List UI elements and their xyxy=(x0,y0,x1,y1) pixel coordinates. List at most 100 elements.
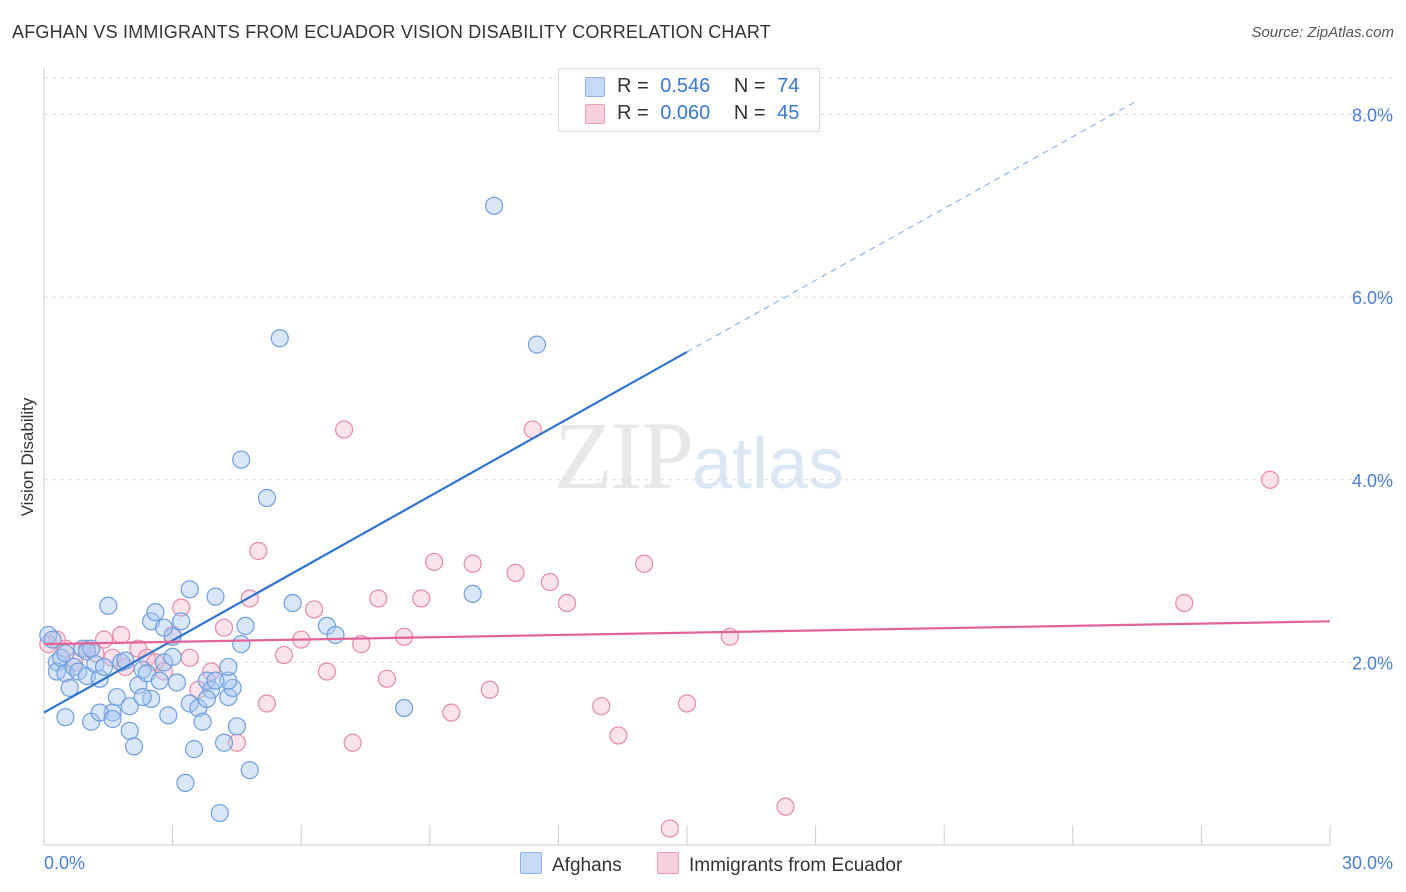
afghans-trend-line xyxy=(43,350,688,714)
afghan-point xyxy=(124,737,144,756)
afghan-point xyxy=(214,733,234,752)
ecuador-point xyxy=(412,589,431,608)
afghan-point xyxy=(394,698,414,718)
ecuador-point xyxy=(317,662,337,681)
x-tick-label: 30.0% xyxy=(1342,853,1393,873)
ecuador-point xyxy=(442,703,461,722)
afghans-swatch xyxy=(520,852,542,874)
ecuador-point xyxy=(240,589,259,608)
ecuador-point xyxy=(506,563,525,582)
afghans-trend-extension xyxy=(686,100,1138,353)
ecuador-point xyxy=(609,726,628,745)
watermark: ZIPatlas xyxy=(554,400,844,511)
ecuador-point xyxy=(557,593,577,613)
afghan-point xyxy=(227,717,246,736)
tick-labels: 2.0% 4.0% 6.0% 8.0% 0.0% 30.0% xyxy=(44,106,1393,873)
ecuador-point xyxy=(112,625,131,645)
afghan-point xyxy=(163,647,182,667)
ecuador-point xyxy=(660,819,679,838)
afghan-point xyxy=(236,616,255,635)
afghan-point xyxy=(159,706,178,725)
afghan-point xyxy=(270,329,289,348)
ecuador-point xyxy=(304,600,324,619)
legend-n-value-ecuador: 45 xyxy=(777,102,800,124)
afghan-point xyxy=(176,773,195,793)
y-tick-label: 4.0% xyxy=(1352,471,1393,491)
ecuador-point xyxy=(463,554,482,573)
ecuador-point xyxy=(214,618,234,637)
legend-swatch-ecuador xyxy=(585,104,605,124)
afghan-point xyxy=(232,635,251,654)
afghan-point xyxy=(167,673,186,692)
watermark-zip: ZIP xyxy=(554,402,694,509)
ecuador-point xyxy=(257,694,277,713)
y-tick-label: 8.0% xyxy=(1352,106,1393,126)
ecuador-point xyxy=(776,797,795,816)
afghan-point xyxy=(193,712,212,731)
afghan-point xyxy=(150,671,169,690)
legend-swatch-afghans xyxy=(585,77,605,97)
afghan-point xyxy=(56,708,75,727)
ecuador-point xyxy=(352,635,371,654)
afghan-point xyxy=(210,803,229,823)
ecuador-point xyxy=(202,662,221,681)
series-ecuador-points xyxy=(39,420,1280,838)
ecuador-point xyxy=(274,645,294,665)
legend-n-label: N = xyxy=(733,75,766,97)
afghan-point xyxy=(485,196,504,215)
ecuador-swatch xyxy=(657,852,679,874)
afghan-point xyxy=(133,687,152,707)
legend-r-label: R = xyxy=(617,102,649,124)
watermark-atlas: atlas xyxy=(692,424,845,504)
y-tick-label: 6.0% xyxy=(1352,288,1393,308)
bottom-legend-ecuador: Immigrants from Ecuador xyxy=(657,852,902,877)
ecuador-trend-line xyxy=(43,620,1331,646)
legend-r-label: R = xyxy=(617,75,649,97)
source-label: Source: ZipAtlas.com xyxy=(1251,24,1394,41)
ecuador-point xyxy=(377,669,397,688)
afghan-point xyxy=(43,630,62,649)
ecuador-point xyxy=(172,598,191,617)
afghan-point xyxy=(60,678,79,698)
ecuador-point xyxy=(424,552,444,572)
legend-r-value-ecuador: 0.060 xyxy=(660,102,711,124)
afghan-point xyxy=(206,587,225,606)
ecuador-point xyxy=(249,541,268,561)
afghan-point xyxy=(197,689,216,709)
afghan-point xyxy=(69,662,88,681)
afghan-point xyxy=(107,687,126,707)
ecuador-point xyxy=(1175,593,1194,613)
afghan-point xyxy=(283,593,302,613)
legend-n-value-afghans: 74 xyxy=(777,75,800,97)
chart-title: AFGHAN VS IMMIGRANTS FROM ECUADOR VISION… xyxy=(12,22,771,42)
afghan-point xyxy=(206,671,225,690)
afghan-point xyxy=(103,709,122,729)
ecuador-point xyxy=(1260,470,1280,489)
ecuador-point xyxy=(540,572,559,592)
ecuador-point xyxy=(677,694,697,713)
afghans-label: Afghans xyxy=(552,855,622,876)
ecuador-point xyxy=(635,554,654,573)
afghan-point xyxy=(184,740,204,759)
axes xyxy=(43,68,1331,846)
ecuador-point xyxy=(334,420,354,439)
afghan-point xyxy=(232,450,251,469)
y-tick-label: 2.0% xyxy=(1352,653,1393,673)
ecuador-point xyxy=(480,680,499,699)
ecuador-point xyxy=(180,648,199,667)
ecuador-point xyxy=(369,589,388,608)
afghan-point xyxy=(120,697,139,716)
afghan-point xyxy=(154,618,174,637)
afghan-point xyxy=(94,657,114,677)
trend-lines xyxy=(43,100,1331,714)
afghan-point xyxy=(240,761,259,780)
afghan-point xyxy=(219,657,238,677)
ecuador-label: Immigrants from Ecuador xyxy=(689,855,903,876)
x-tick-label: 0.0% xyxy=(44,853,85,873)
afghan-point xyxy=(527,335,547,354)
grid-lines xyxy=(44,77,1392,663)
correlation-legend: R = 0.546 N = 74 R = 0.060 N = 45 xyxy=(558,68,820,132)
afghan-point xyxy=(463,584,482,603)
afghan-point xyxy=(180,580,199,599)
